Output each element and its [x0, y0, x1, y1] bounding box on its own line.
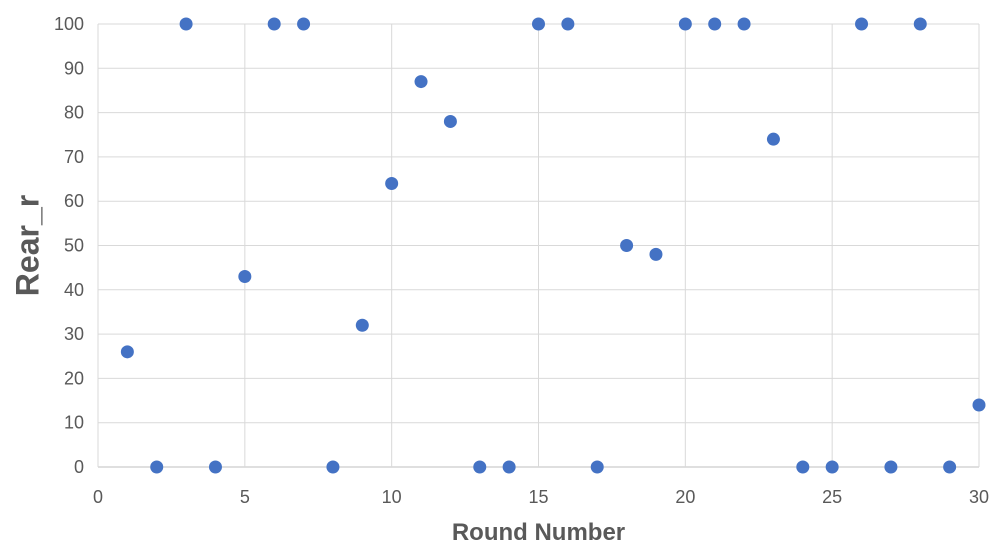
- data-point: [620, 239, 634, 252]
- data-point: [796, 460, 810, 474]
- data-point: [150, 460, 164, 474]
- y-tick-label: 90: [64, 58, 84, 78]
- y-tick-label: 0: [74, 457, 84, 477]
- data-point: [855, 17, 869, 31]
- y-tick-label: 20: [64, 368, 84, 388]
- data-point: [385, 176, 399, 190]
- y-tick-label: 100: [54, 14, 84, 34]
- y-tick-label: 40: [64, 280, 84, 300]
- data-point: [297, 17, 311, 31]
- data-point: [355, 318, 369, 332]
- x-tick-label: 30: [969, 487, 989, 507]
- data-point: [913, 17, 927, 31]
- data-point: [473, 460, 487, 474]
- data-point: [443, 114, 457, 128]
- data-point: [532, 17, 545, 31]
- y-axis: 0 10 20 30 40 50 60 70 80 90 100: [54, 14, 84, 477]
- y-axis-title: Rear_r: [9, 195, 45, 296]
- data-point: [267, 17, 281, 31]
- x-tick-label: 0: [93, 487, 103, 507]
- data-point: [561, 17, 575, 31]
- x-tick-label: 20: [675, 487, 695, 507]
- x-tick-label: 10: [382, 487, 402, 507]
- x-tick-label: 25: [822, 487, 842, 507]
- y-tick-label: 10: [64, 413, 84, 433]
- data-point: [678, 17, 692, 31]
- data-point: [590, 460, 604, 474]
- data-point: [326, 460, 340, 474]
- x-tick-label: 5: [240, 487, 250, 507]
- data-point: [972, 398, 986, 412]
- x-axis: 0 5 10 15 20 25 30: [93, 487, 989, 507]
- data-point: [825, 460, 839, 474]
- y-tick-label: 50: [64, 236, 84, 256]
- data-point: [208, 460, 222, 474]
- data-point: [649, 247, 663, 261]
- x-tick-label: 15: [528, 487, 548, 507]
- data-point: [737, 17, 751, 31]
- data-point: [943, 460, 957, 474]
- x-axis-title: Round Number: [452, 519, 625, 546]
- data-point: [120, 345, 134, 359]
- grid-lines: [97, 23, 980, 468]
- y-tick-label: 70: [64, 147, 84, 167]
- data-point: [414, 75, 428, 89]
- data-point: [766, 132, 780, 146]
- y-tick-label: 60: [64, 191, 84, 211]
- data-points: [120, 17, 986, 474]
- data-point: [884, 460, 898, 474]
- data-point: [238, 270, 252, 284]
- data-point: [502, 460, 516, 474]
- data-point: [708, 17, 722, 31]
- y-tick-label: 80: [64, 103, 84, 123]
- y-tick-label: 30: [64, 324, 84, 344]
- data-point: [179, 17, 193, 31]
